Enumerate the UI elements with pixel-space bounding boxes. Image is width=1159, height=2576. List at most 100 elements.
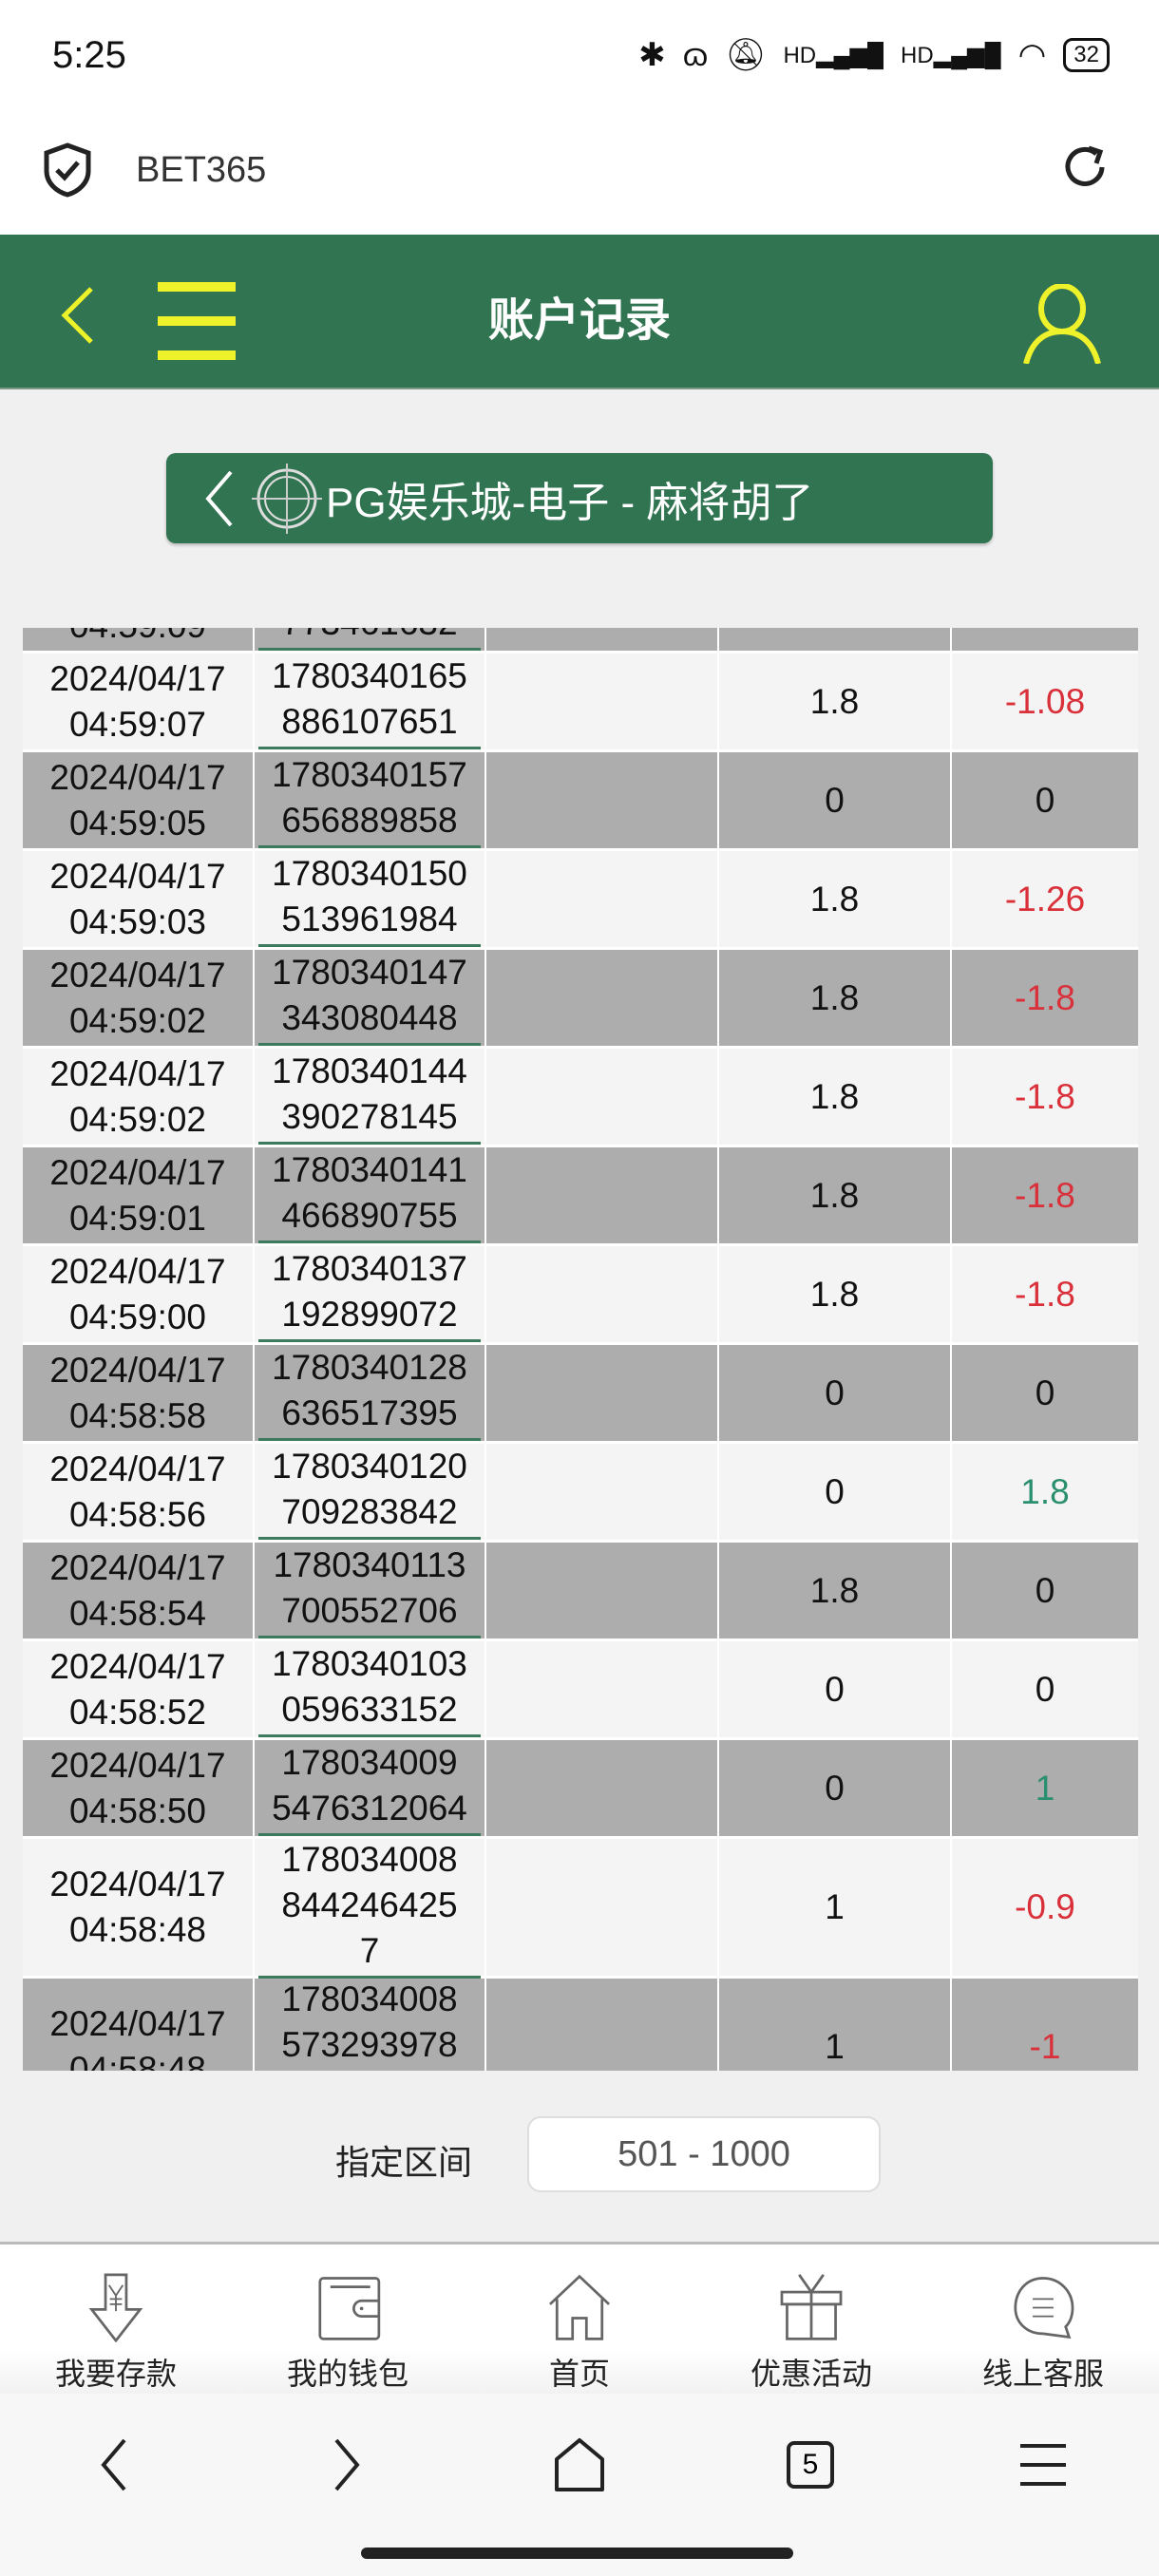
bet-amount: 0 [719,1444,952,1540]
record-time: 2024/04/17 04:58:50 [23,1740,255,1836]
bet-amount: 1.8 [719,1246,952,1342]
win-loss: -1.8 [952,1147,1138,1243]
nav-customer-service[interactable]: 线上客服 [927,2245,1159,2394]
id-line: 1780340113 [273,1545,466,1584]
empty-cell [486,1345,719,1441]
win-loss: -1 [952,1979,1138,2071]
wifi-icon: ◠ [1017,37,1047,73]
record-id-link[interactable]: 1780340120 709283842 [258,1444,481,1540]
empty-cell [486,752,719,848]
record-id-link[interactable]: 1780340141 466890755 [258,1147,481,1243]
bet-amount: 1.8 [719,1147,952,1243]
id-line: 192899072 [281,1295,458,1334]
table-row: 2024/04/17 04:58:54 1780340113 700552706 1.8… [23,1543,1138,1641]
id-line: 513961984 [281,900,458,938]
earbuds-icon: ɷ [682,36,709,73]
record-id-cell: 1780340128 636517395 [255,1345,486,1441]
time-line: 2024/04/17 [49,2004,226,2043]
record-id-cell: 1780340150 513961984 [255,851,486,947]
tabs-button[interactable]: 5 [787,2441,834,2489]
record-id-link[interactable]: 178034009 5476312064 [258,1740,481,1836]
nav-wallet[interactable]: 我的钱包 [232,2245,464,2394]
id-line: 700552706 [281,1591,458,1630]
table-row: 2024/04/17 04:58:52 1780340103 059633152 0 0 [23,1641,1138,1740]
nav-deposit[interactable]: 我要存款 [0,2245,232,2394]
record-id-link[interactable]: 1780340165 886107651 [258,653,481,749]
id-line: 1780340128 [272,1348,467,1387]
record-time: 2024/04/17 04:59:02 [23,950,255,1046]
empty-cell [486,1979,719,2071]
time-line: 04:58:52 [68,1692,207,1732]
signal-icon: HD▂▄▆█ [783,42,884,68]
empty-cell [486,1049,719,1145]
record-time: 2024/04/17 04:58:58 [23,1345,255,1441]
browser-menu-icon[interactable] [1018,2436,1068,2493]
time-line: 04:58:58 [68,1395,207,1435]
record-id-link[interactable]: 1780340113 700552706 [258,1543,481,1638]
record-time: 04:59:09 [23,628,255,651]
bottom-nav: 我要存款 我的钱包 首页 优惠活动 线上客服 [0,2242,1159,2394]
bet-amount: 1.8 [719,851,952,947]
game-title-bar[interactable]: PG娱乐城-电子 - 麻将胡了 [166,453,993,543]
records-table[interactable]: 04:59:09 773461632 2024/04/17 04:59:07 17803… [23,628,1138,2071]
target-icon [252,463,322,534]
back-icon[interactable] [59,287,97,344]
table-row: 2024/04/17 04:59:07 1780340165 886107651 1.8… [23,653,1138,752]
status-time: 5:25 [52,34,126,76]
range-select[interactable]: 501 - 1000 [527,2116,881,2192]
status-bar: 5:25 ✱ ɷ 🔕︎ HD▂▄▆█ HD▂▄▆█ ◠ 32 [0,0,1159,104]
record-id-link[interactable]: 178034008 844246425 7 [258,1837,481,1979]
id-line: 886107651 [281,702,458,741]
menu-icon[interactable] [158,282,236,385]
back-icon[interactable] [204,470,233,527]
page-title: 账户记录 [487,295,671,346]
record-time: 2024/04/17 04:59:03 [23,851,255,947]
browser-back-icon[interactable] [100,2436,128,2493]
reload-icon[interactable] [1058,141,1112,194]
table-row: 2024/04/17 04:59:02 1780340147 343080448 1.8… [23,950,1138,1049]
time-line: 04:59:00 [68,1297,207,1336]
time-line: 2024/04/17 [49,955,226,994]
time-line: 04:59:09 [69,628,206,649]
browser-home-icon[interactable] [553,2436,606,2493]
url-text[interactable]: BET365 [136,150,267,190]
id-line: 1780340120 [272,1447,467,1486]
record-id-link[interactable]: 1780340137 192899072 [258,1246,481,1342]
id-line [258,2068,481,2072]
record-time: 2024/04/17 04:59:07 [23,653,255,749]
status-icons: ✱ ɷ 🔕︎ HD▂▄▆█ HD▂▄▆█ ◠ 32 [638,36,1110,74]
table-row: 2024/04/17 04:58:56 1780340120 709283842 0 1.… [23,1444,1138,1543]
id-line: 1780340103 [272,1644,467,1683]
record-id-cell: 1780340157 656889858 [255,752,486,848]
empty-cell [486,1740,719,1836]
bet-amount: 1.8 [719,950,952,1046]
time-line: 04:59:05 [68,803,207,843]
nav-promotions[interactable]: 优惠活动 [695,2245,927,2394]
id-line: 178034008 [281,1839,458,1879]
empty-cell [486,950,719,1046]
id-line: 573293978 [281,2024,458,2064]
browser-url-bar[interactable]: BET365 [0,104,1159,235]
signal-icon-2: HD▂▄▆█ [901,42,1001,68]
record-id-link[interactable]: 1780340103 059633152 [258,1641,481,1737]
time-line: 2024/04/17 [49,1251,226,1291]
record-id-link[interactable]: 1780340147 343080448 [258,950,481,1046]
browser-forward-icon[interactable] [332,2436,361,2493]
bet-amount: 1.8 [719,1543,952,1638]
time-line: 2024/04/17 [49,757,226,797]
user-icon[interactable] [1022,284,1102,364]
id-line: 1780340147 [272,953,467,992]
id-line: 343080448 [281,998,458,1037]
id-line: 1780340144 [272,1051,467,1090]
nav-home[interactable]: 首页 [464,2245,695,2394]
record-id-link[interactable]: 1780340150 513961984 [258,851,481,947]
time-line: 04:58:54 [68,1593,207,1633]
record-time: 2024/04/17 04:58:56 [23,1444,255,1540]
table-row: 2024/04/17 04:58:48 178034008 844246425 7 1 -0… [23,1839,1138,1979]
record-id-link[interactable]: 773461632 [258,628,481,651]
record-id-link[interactable]: 1780340144 390278145 [258,1049,481,1145]
record-id-link[interactable]: 1780340157 656889858 [258,752,481,848]
record-id-link[interactable]: 178034008 573293978 [258,1977,481,2072]
record-id-cell: 1780340165 886107651 [255,653,486,749]
record-id-link[interactable]: 1780340128 636517395 [258,1345,481,1441]
